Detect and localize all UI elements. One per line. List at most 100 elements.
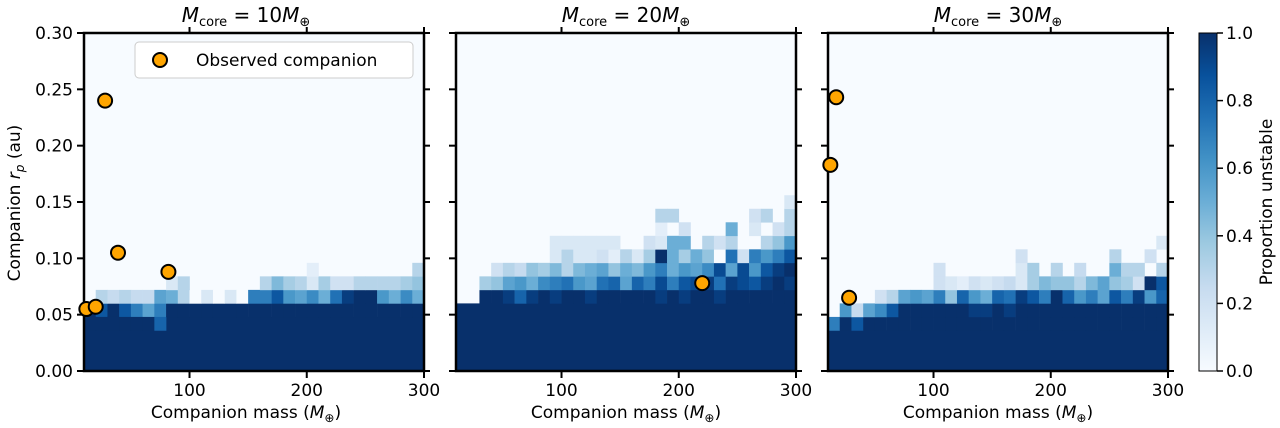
panel-3-plot-area	[821, 31, 1174, 373]
heatmap-cell	[874, 289, 887, 304]
heatmap-cell	[851, 303, 864, 318]
x-label-sub: ⊕	[324, 411, 334, 425]
heatmap-cell	[1085, 289, 1098, 304]
heatmap-cell	[177, 276, 190, 291]
heatmap-cell	[341, 303, 354, 318]
y-tick-label: 0.00	[35, 362, 73, 382]
heatmap-cell	[749, 276, 762, 291]
colorbar-tick-label: 0.0	[1226, 362, 1253, 382]
heatmap-cell	[584, 276, 597, 291]
x-tick-label: 100	[173, 381, 205, 401]
heatmap-cell	[886, 289, 899, 304]
heatmap-cell	[874, 316, 887, 331]
heatmap-cell	[933, 289, 946, 304]
heatmap-cell	[573, 235, 586, 250]
heatmap-cell	[643, 276, 656, 291]
heatmap-cell	[678, 289, 691, 304]
heatmap-cell	[725, 235, 738, 250]
heatmap-cell	[980, 276, 993, 291]
heatmap-cell	[921, 303, 934, 318]
heatmap-cell	[643, 289, 656, 304]
x-label-unit: M	[1062, 403, 1077, 423]
heatmap-cell	[1074, 289, 1087, 304]
heatmap-cell	[130, 316, 143, 331]
heatmap-cell	[828, 316, 841, 331]
heatmap-cell	[631, 262, 644, 277]
heatmap-cell	[839, 303, 852, 318]
heatmap-cell	[910, 289, 923, 304]
heatmap-cell	[968, 276, 981, 291]
y-axis-label: Companion rp (au)	[5, 125, 27, 282]
observed-companion-point	[160, 263, 177, 280]
title-unit-sub: ⊕	[679, 15, 690, 30]
colorbar-tick-label: 0.4	[1226, 227, 1253, 247]
heatmap-cell	[898, 289, 911, 304]
heatmap-cell	[631, 249, 644, 264]
heatmap-cell	[549, 262, 562, 277]
observed-companion-point	[87, 298, 104, 315]
heatmap-cell	[1027, 303, 1040, 318]
y-label-prefix: Companion	[5, 179, 25, 281]
heatmap-cell	[561, 262, 574, 277]
heatmap-cell	[772, 276, 785, 291]
heatmap-cell	[306, 262, 319, 277]
heatmap-cell	[236, 303, 249, 318]
heatmap-cell	[479, 276, 492, 291]
heatmap-cell	[330, 289, 343, 304]
heatmap-cell	[1015, 316, 1028, 331]
heatmap-cell	[737, 249, 750, 264]
panel-3: Mcore = 30M⊕ 100 200 300 Companion mass (M…	[821, 3, 1184, 425]
heatmap-cell	[980, 303, 993, 318]
heatmap-cell	[573, 276, 586, 291]
heatmap-cell	[631, 276, 644, 291]
heatmap-cell	[992, 289, 1005, 304]
heatmap-cell	[201, 289, 214, 304]
heatmap-cell	[1027, 316, 1040, 331]
heatmap-cell	[248, 289, 261, 304]
heatmap-cell	[1121, 262, 1134, 277]
heatmap-cell	[1097, 303, 1110, 318]
panel-1: Mcore = 10M⊕ Observed companion 0.000.05…	[5, 3, 440, 425]
heatmap-cell	[1085, 276, 1098, 291]
colorbar: 0.0 0.2 0.4 0.6 0.8 1.0 Proportion unstable	[1198, 24, 1277, 382]
heatmap-cell	[784, 276, 797, 291]
heatmap-cell	[502, 262, 515, 277]
heatmap-cell	[573, 289, 586, 304]
heatmap-cell	[1015, 289, 1028, 304]
heatmap-cell	[365, 303, 378, 318]
x-tick-label: 200	[663, 381, 695, 401]
heatmap-cell	[561, 289, 574, 304]
heatmap-cell	[596, 235, 609, 250]
heatmap-cell	[1121, 303, 1134, 318]
heatmap-cell	[306, 303, 319, 318]
heatmap-cell	[772, 262, 785, 277]
heatmap-cell	[1144, 249, 1157, 264]
heatmap-cell	[224, 303, 237, 318]
heatmap-cell	[655, 262, 668, 277]
heatmap-cell	[1121, 276, 1134, 291]
heatmap-cell	[760, 235, 773, 250]
heatmap-cell	[1097, 316, 1110, 331]
title-sub: core	[579, 15, 607, 30]
heatmap-cell	[690, 289, 703, 304]
x-tick-label: 200	[1035, 381, 1067, 401]
heatmap-cell	[130, 289, 143, 304]
heatmap-cell	[1062, 276, 1075, 291]
heatmap-cell	[412, 303, 425, 318]
heatmap-cell	[538, 276, 551, 291]
heatmap-cell	[760, 262, 773, 277]
heatmap-cell	[713, 262, 726, 277]
heatmap-cell	[549, 276, 562, 291]
heatmap-cell	[295, 276, 308, 291]
heatmap-cell	[318, 276, 331, 291]
heatmap-cell	[760, 249, 773, 264]
heatmap-cell	[142, 316, 155, 331]
heatmap-cell	[119, 316, 132, 331]
heatmap-cell	[84, 316, 97, 331]
heatmap-cell	[212, 303, 225, 318]
heatmap-cell	[968, 316, 981, 331]
legend-label: Observed companion	[196, 51, 377, 71]
heatmap-cell	[933, 316, 946, 331]
heatmap-cell	[956, 276, 969, 291]
heatmap-cell	[749, 208, 762, 223]
